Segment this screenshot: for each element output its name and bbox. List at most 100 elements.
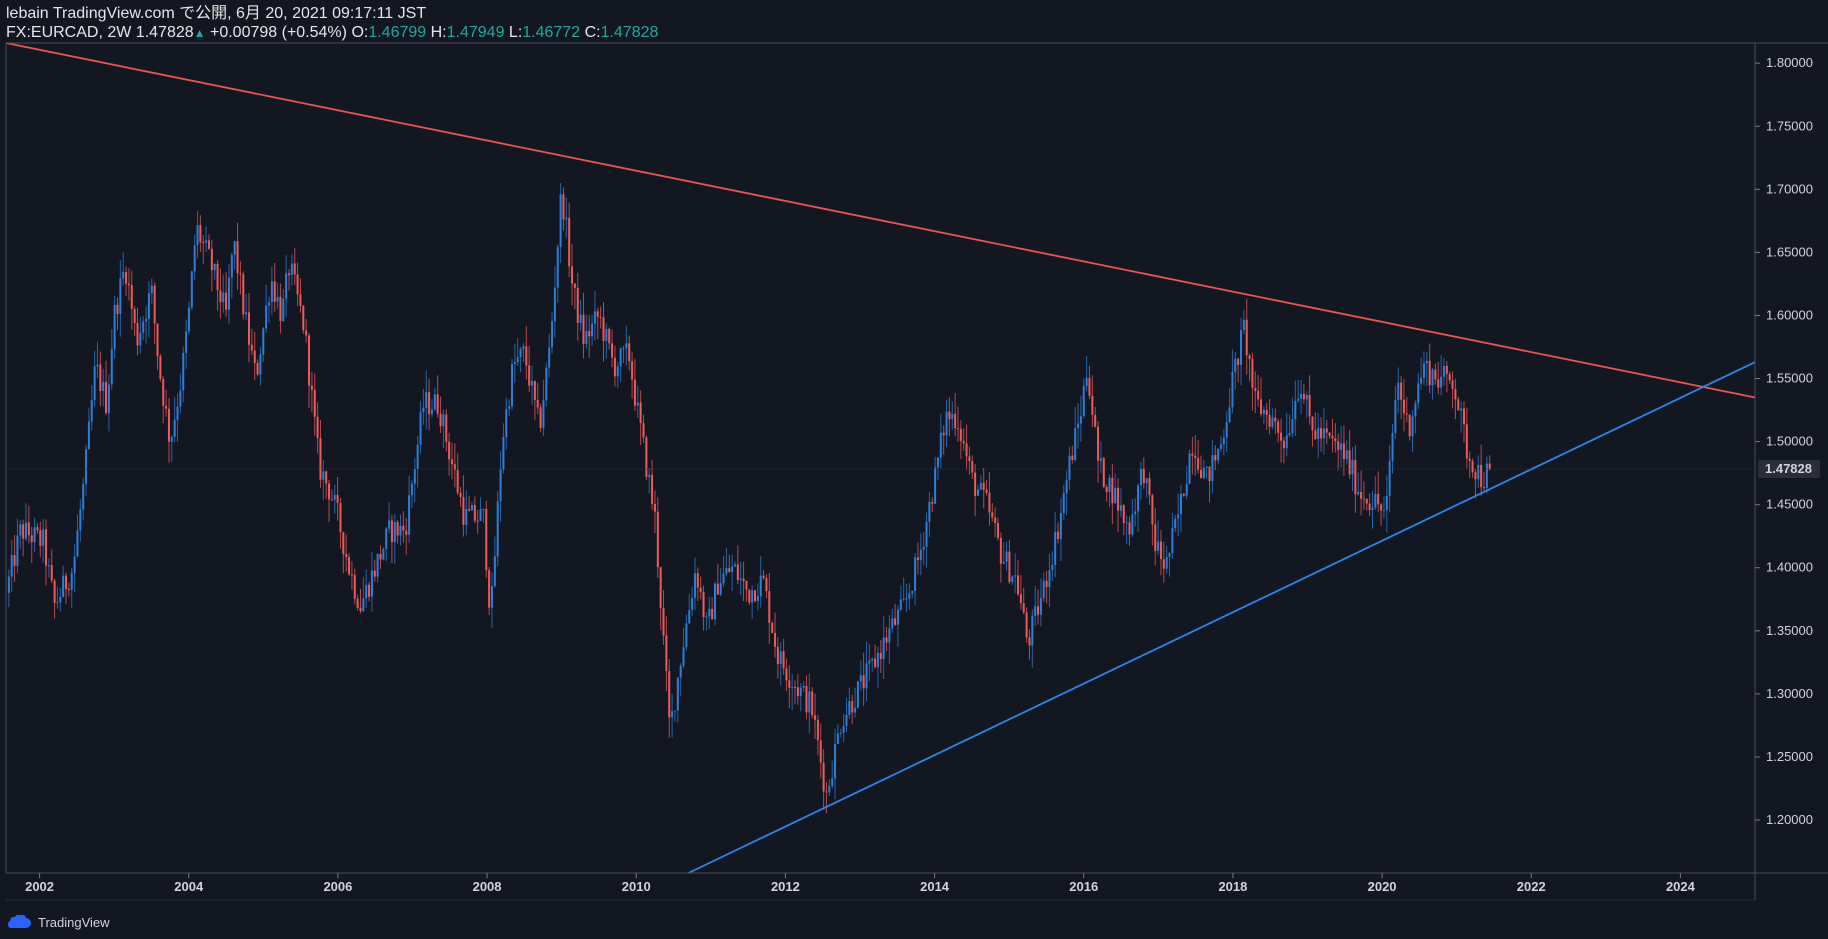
- candle-body: [633, 379, 636, 406]
- candle-body: [436, 394, 439, 414]
- candle-body: [65, 575, 68, 590]
- candle-body: [1400, 382, 1403, 400]
- candle-body: [1102, 458, 1105, 487]
- candle-body: [625, 343, 628, 349]
- candle-body: [1337, 441, 1340, 450]
- candle-body: [822, 762, 825, 792]
- candle-body: [602, 317, 605, 341]
- candle-body: [711, 608, 714, 620]
- candle-body: [1071, 455, 1074, 461]
- candle-body: [1037, 606, 1040, 615]
- candle-body: [914, 557, 917, 592]
- candle-body: [1099, 458, 1102, 461]
- candle-body: [693, 573, 696, 598]
- candle-body: [1408, 414, 1411, 437]
- candle-body: [1057, 531, 1060, 540]
- candle-body: [1139, 468, 1142, 486]
- candle-body: [516, 357, 519, 363]
- candle-body: [565, 217, 568, 220]
- time-tick-label: 2010: [622, 879, 651, 894]
- candle-body: [1034, 606, 1037, 616]
- candle-body: [1345, 450, 1348, 460]
- candle-body: [473, 505, 476, 521]
- price-tick-label: 1.80000: [1766, 55, 1813, 70]
- candle-body: [628, 343, 631, 362]
- candle-body: [845, 714, 848, 726]
- candle-body: [828, 785, 831, 793]
- candle-body: [1142, 468, 1145, 484]
- candle-body: [193, 245, 196, 272]
- symbol-label: FX:EURCAD, 2W: [6, 24, 132, 41]
- candle-body: [942, 432, 945, 436]
- candle-body: [1428, 360, 1431, 386]
- candle-body: [745, 581, 748, 590]
- last-price-badge: [1758, 459, 1820, 478]
- candle-body: [196, 225, 199, 246]
- support-trendline[interactable]: [688, 361, 1756, 874]
- candle-body: [70, 572, 73, 591]
- high-value: 1.47949: [446, 24, 505, 41]
- candle-body: [748, 589, 751, 603]
- candle-body: [1348, 450, 1351, 475]
- time-tick-label: 2008: [473, 879, 502, 894]
- tradingview-footer[interactable]: TradingView: [6, 911, 110, 933]
- candle-body: [482, 508, 485, 510]
- candle-body: [410, 483, 413, 496]
- candle-body: [1465, 424, 1468, 459]
- candle-body: [742, 578, 745, 582]
- candle-body: [888, 628, 891, 643]
- candle-body: [1082, 386, 1085, 417]
- candle-body: [1445, 365, 1448, 374]
- candle-body: [1019, 594, 1022, 604]
- candle-body: [533, 380, 536, 400]
- resistance-trendline[interactable]: [5, 42, 1756, 399]
- candle-body: [805, 685, 808, 713]
- candle-body: [1302, 393, 1305, 400]
- candle-body: [1062, 493, 1065, 514]
- candle-body: [253, 350, 256, 363]
- candle-body: [642, 423, 645, 438]
- candle-body: [622, 348, 625, 350]
- candle-body: [1159, 541, 1162, 560]
- close-label: C:: [584, 24, 601, 41]
- candle-body: [1188, 453, 1191, 484]
- candle-body: [1377, 493, 1380, 505]
- candle-body: [936, 457, 939, 468]
- candle-body: [127, 283, 130, 286]
- candle-body: [519, 348, 522, 358]
- candle-body: [1119, 505, 1122, 511]
- candle-body: [313, 389, 316, 417]
- candle-body: [285, 273, 288, 299]
- candle-body: [613, 357, 616, 377]
- candle-body: [299, 294, 302, 307]
- candle-body: [239, 273, 242, 275]
- candle-body: [85, 449, 88, 484]
- candle-body: [785, 668, 788, 681]
- candle-body: [1462, 408, 1465, 425]
- candle-body: [133, 308, 136, 323]
- candle-body: [242, 274, 245, 315]
- candle-body: [308, 335, 311, 386]
- candle-body: [7, 576, 10, 593]
- price-tick-label: 1.50000: [1766, 434, 1813, 449]
- candle-body: [756, 596, 759, 601]
- candle-body: [1171, 528, 1174, 554]
- candle-body: [562, 194, 565, 220]
- candle-body: [353, 574, 356, 599]
- candle-body: [110, 348, 113, 385]
- candle-body: [1354, 460, 1357, 495]
- candle-body: [1077, 423, 1080, 428]
- price-tick-label: 1.55000: [1766, 371, 1813, 386]
- time-tick-label: 2014: [920, 879, 950, 894]
- candle-body: [376, 553, 379, 577]
- candle-body: [159, 356, 162, 379]
- candle-body: [1051, 564, 1054, 571]
- candle-body: [733, 564, 736, 567]
- candle-body: [771, 622, 774, 634]
- candle-body: [59, 597, 62, 603]
- candle-body: [1331, 435, 1334, 439]
- candle-body: [1317, 428, 1320, 440]
- candle-body: [450, 459, 453, 465]
- candle-body: [145, 318, 148, 322]
